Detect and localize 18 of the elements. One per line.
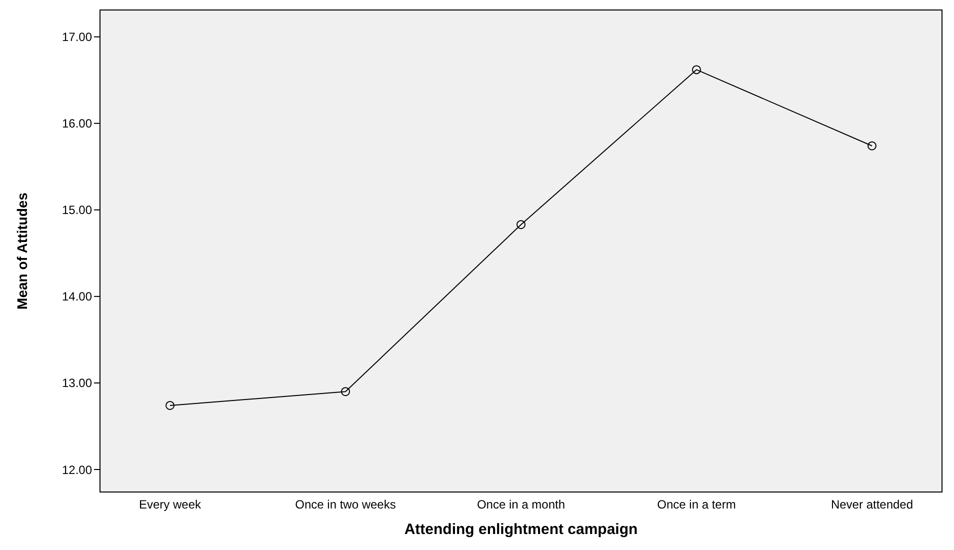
x-tick-label: Once in two weeks (295, 498, 396, 512)
y-tick-label: 14.00 (62, 290, 92, 304)
x-tick-label: Never attended (830, 498, 914, 512)
y-tick-label: 16.00 (62, 116, 92, 131)
y-tick-label: 13.00 (62, 376, 92, 390)
point (516, 220, 526, 230)
x-axis-title: Attending enlightment campaign (404, 521, 638, 538)
x-tick-label: Once in a term (657, 498, 736, 512)
x-tick-label: Once in a month (476, 498, 566, 512)
point (166, 400, 174, 410)
y-axis-title: Mean of Attitudes (14, 192, 30, 310)
point (868, 141, 876, 150)
y-tick-label: 15.00 (62, 203, 92, 218)
point (341, 387, 350, 396)
x-tick-label: Every week (138, 498, 202, 512)
y-tick-label: 17.00 (62, 30, 92, 44)
point (692, 65, 701, 74)
y-tick-label: 12.00 (62, 462, 92, 477)
